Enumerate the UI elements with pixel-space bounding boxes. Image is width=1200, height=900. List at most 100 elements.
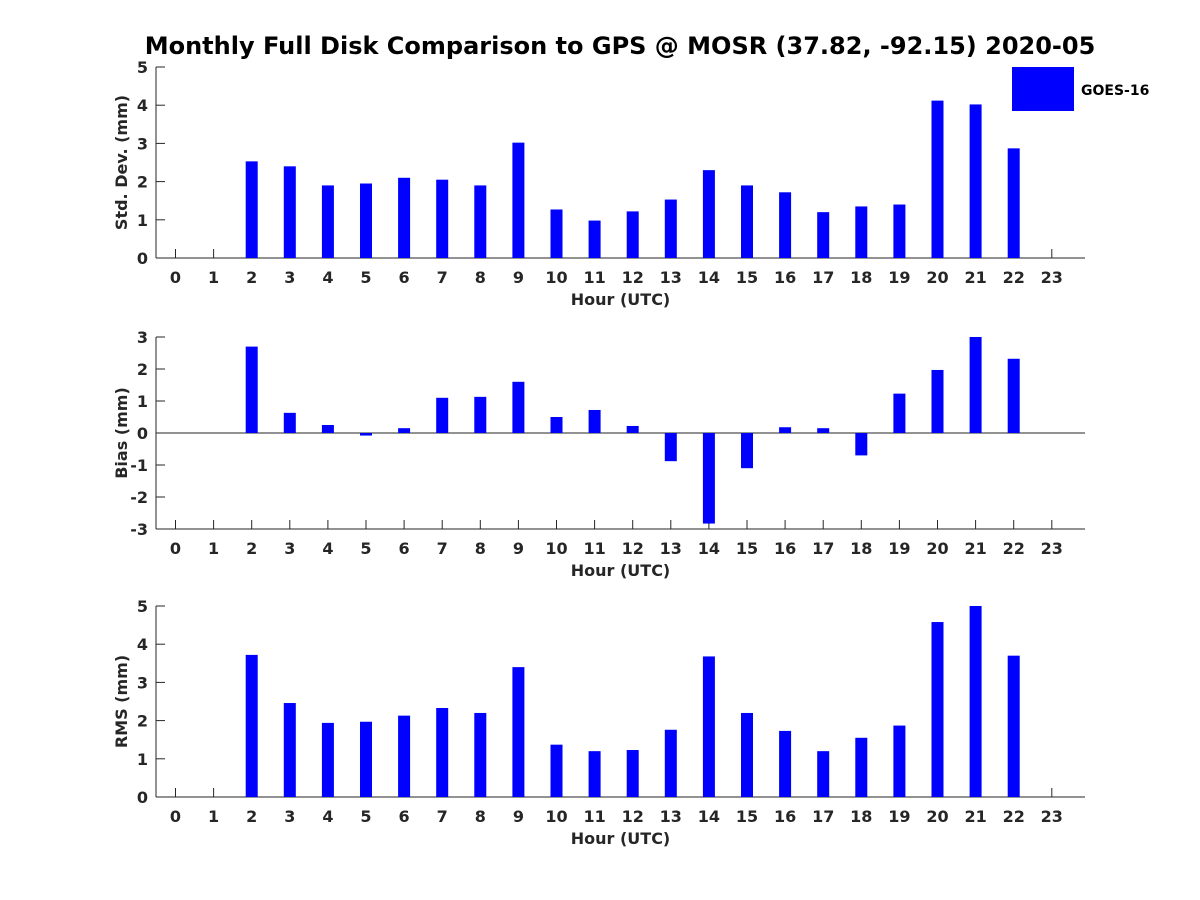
- bias-x-tick-label: 5: [360, 539, 371, 558]
- bias-bar: [893, 393, 906, 433]
- chart-title: Monthly Full Disk Comparison to GPS @ MO…: [145, 32, 1096, 60]
- std-dev-x-tick-label: 4: [322, 268, 333, 287]
- std-dev-bar: [398, 177, 411, 258]
- std-dev-x-tick-label: 10: [545, 268, 567, 287]
- std-dev-x-tick-label: 0: [170, 268, 181, 287]
- std-dev-bar: [588, 220, 601, 258]
- std-dev-x-tick-label: 9: [513, 268, 524, 287]
- rms-bar: [817, 751, 830, 797]
- bias-y-tick-label: -1: [130, 456, 148, 475]
- std-dev-bar: [512, 142, 525, 258]
- legend-label: GOES-16: [1081, 83, 1149, 99]
- std-dev-x-tick-label: 23: [1041, 268, 1063, 287]
- std-dev-x-tick-label: 11: [583, 268, 605, 287]
- rms-bar: [550, 744, 563, 797]
- std-dev-x-tick-label: 7: [437, 268, 448, 287]
- rms-x-tick-label: 12: [622, 807, 644, 826]
- rms-y-label: RMS (mm): [112, 655, 131, 748]
- std-dev-x-tick-label: 8: [475, 268, 486, 287]
- bias-y-tick-label: 2: [137, 360, 148, 379]
- std-dev-y-tick-label: 5: [137, 58, 148, 77]
- bias-bar: [931, 369, 944, 433]
- rms-x-tick-label: 8: [475, 807, 486, 826]
- bias-x-tick-label: 1: [208, 539, 219, 558]
- rms-x-tick-label: 11: [583, 807, 605, 826]
- rms-x-tick-label: 17: [812, 807, 834, 826]
- bias-y-tick-label: -2: [130, 488, 148, 507]
- std-dev-bar: [360, 183, 372, 258]
- std-dev-x-tick-label: 17: [812, 268, 834, 287]
- bias-bar: [550, 417, 563, 433]
- rms-x-tick-label: 19: [888, 807, 910, 826]
- rms-x-tick-label: 6: [399, 807, 410, 826]
- bias-bar: [360, 433, 372, 436]
- rms-bar: [474, 712, 487, 797]
- rms-bar: [360, 721, 372, 797]
- bias-x-tick-label: 6: [399, 539, 410, 558]
- rms-y-tick-label: 3: [137, 673, 148, 692]
- rms-x-tick-label: 14: [698, 807, 720, 826]
- std-dev-bar: [817, 212, 830, 258]
- std-dev-bar: [702, 170, 715, 258]
- rms-x-tick-label: 21: [964, 807, 986, 826]
- bias-x-tick-label: 20: [926, 539, 948, 558]
- rms-x-tick-label: 16: [774, 807, 796, 826]
- std-dev-x-tick-label: 22: [1003, 268, 1025, 287]
- rms-x-tick-label: 5: [360, 807, 371, 826]
- std-dev-x-tick-label: 20: [926, 268, 948, 287]
- rms-bar: [664, 729, 677, 797]
- bias-x-tick-label: 10: [545, 539, 567, 558]
- bias-bar: [741, 433, 753, 469]
- std-dev-x-tick-label: 18: [850, 268, 872, 287]
- std-dev-bar: [321, 185, 334, 258]
- std-dev-bar: [893, 204, 906, 258]
- bias-x-tick-label: 4: [322, 539, 333, 558]
- rms-x-tick-label: 13: [660, 807, 682, 826]
- rms-y-tick-label: 2: [137, 712, 148, 731]
- bias-bar: [779, 427, 792, 433]
- rms-x-tick-label: 2: [246, 807, 257, 826]
- std-dev-bar: [741, 185, 753, 258]
- std-dev-y-tick-label: 4: [137, 96, 148, 115]
- bias-bar: [626, 425, 639, 433]
- std-dev-bar: [245, 161, 258, 258]
- std-dev-x-tick-label: 21: [964, 268, 986, 287]
- bias-bar: [1007, 358, 1020, 433]
- legend: GOES-16: [1012, 67, 1149, 111]
- rms-x-tick-label: 3: [284, 807, 295, 826]
- rms-y-tick-label: 5: [137, 597, 148, 616]
- rms-x-tick-label: 4: [322, 807, 333, 826]
- std-dev-y-tick-label: 0: [137, 249, 148, 268]
- rms-bar: [779, 730, 792, 797]
- rms-bar: [931, 622, 944, 797]
- std-dev-bar: [855, 206, 868, 258]
- bias-bar: [245, 346, 258, 433]
- std-dev-bar: [664, 199, 677, 258]
- bias-x-tick-label: 22: [1003, 539, 1025, 558]
- bias-x-tick-label: 0: [170, 539, 181, 558]
- bias-x-tick-label: 2: [246, 539, 257, 558]
- bias-x-tick-label: 23: [1041, 539, 1063, 558]
- std-dev-bar: [1007, 148, 1020, 258]
- rms-bar: [969, 606, 982, 797]
- std-dev-bar: [626, 211, 639, 258]
- std-dev-y-tick-label: 1: [137, 211, 148, 230]
- bias-bar: [398, 428, 411, 433]
- std-dev-bar: [283, 166, 296, 258]
- std-dev-x-label: Hour (UTC): [571, 290, 671, 309]
- rms-x-tick-label: 18: [850, 807, 872, 826]
- rms-x-tick-label: 22: [1003, 807, 1025, 826]
- bias-bar: [969, 337, 982, 433]
- bias-x-tick-label: 21: [964, 539, 986, 558]
- rms-bar: [321, 722, 334, 797]
- std-dev-bar: [474, 185, 487, 258]
- std-dev-x-tick-label: 19: [888, 268, 910, 287]
- bias-bar: [321, 425, 334, 433]
- std-dev-y-label: Std. Dev. (mm): [112, 95, 131, 230]
- rms-bar: [283, 703, 296, 797]
- std-dev-x-tick-label: 3: [284, 268, 295, 287]
